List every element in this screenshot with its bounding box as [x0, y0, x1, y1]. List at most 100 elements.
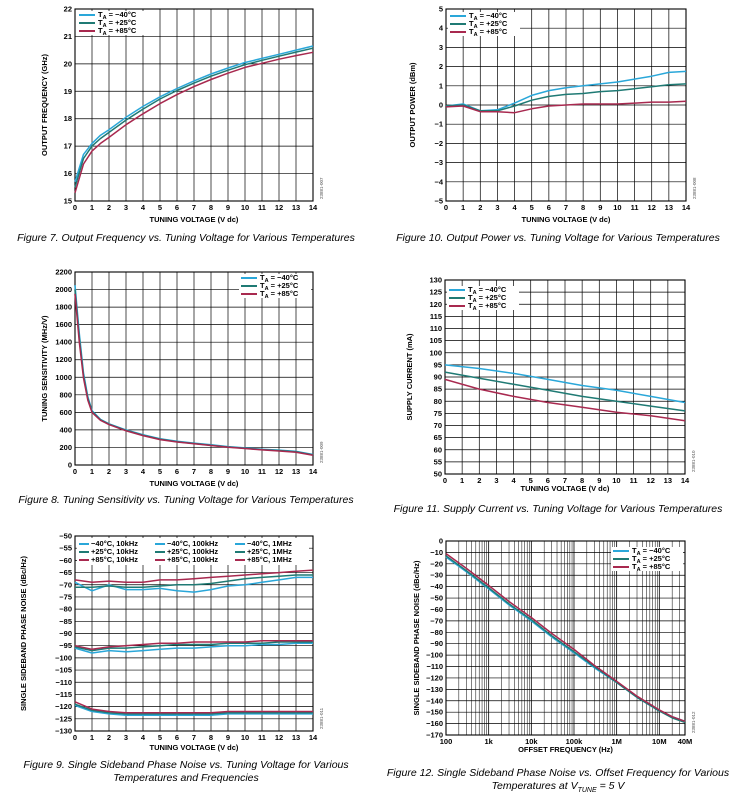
legend-label: TA = +25°C — [469, 19, 508, 30]
y-tick-label: −130 — [55, 727, 72, 736]
grid — [74, 271, 314, 466]
x-tick-label: 7 — [192, 467, 196, 476]
figure-id: 23881-011 — [319, 707, 324, 729]
x-tick-label: 14 — [309, 733, 318, 742]
y-tick-label: 2000 — [55, 285, 72, 294]
legend-label: +85°C, 1MHz — [247, 555, 292, 564]
x-tick-label: 6 — [175, 467, 179, 476]
legend-fig8: TA = −40°CTA = +25°CTA = +85°C — [239, 273, 311, 300]
y-tick-label: −65 — [59, 568, 72, 577]
x-tick-label: 4 — [511, 476, 516, 485]
legend-bg — [447, 302, 519, 310]
x-tick-label: 9 — [226, 467, 230, 476]
y-tick-label: −110 — [56, 678, 72, 687]
x-tick-label: 3 — [124, 467, 128, 476]
y-tick-label: −120 — [426, 673, 443, 682]
legend-label: −40°C, 10kHz — [91, 539, 138, 548]
x-tick-label: 11 — [630, 476, 638, 485]
x-tick-label: 8 — [209, 467, 213, 476]
y-tick-label: 110 — [430, 324, 442, 333]
y-tick-label: 0 — [439, 101, 443, 110]
x-tick-label: 13 — [292, 733, 300, 742]
y-tick-label: 85 — [434, 385, 442, 394]
y-tick-label: 1200 — [55, 355, 72, 364]
y-tick-label: −90 — [430, 639, 443, 648]
x-tick-label: 1k — [484, 737, 493, 746]
x-tick-label: 10 — [241, 203, 249, 212]
y-tick-label: 75 — [434, 409, 442, 418]
y-tick-label: 22 — [64, 5, 72, 14]
y-tick-label: −125 — [55, 714, 72, 723]
x-tick-label: 5 — [158, 203, 162, 212]
caption-fig9: Figure 9. Single Sideband Phase Noise vs… — [10, 759, 362, 785]
x-tick-label: 0 — [444, 203, 448, 212]
x-tick-label: 8 — [580, 476, 584, 485]
x-tick-label: 1 — [90, 733, 94, 742]
x-tick-label: 14 — [309, 203, 318, 212]
y-tick-label: −60 — [430, 605, 443, 614]
x-tick-label: 5 — [158, 733, 162, 742]
series-group — [74, 45, 314, 194]
legend-bg — [611, 555, 683, 563]
x-tick-label: 4 — [141, 467, 146, 476]
y-tick-label: 1800 — [55, 303, 72, 312]
x-tick-label: 14 — [681, 476, 690, 485]
legend-bg — [611, 563, 683, 571]
y-axis-label: SINGLE SIDEBAND PHASE NOISE (dBc/Hz) — [412, 560, 421, 716]
grid — [445, 540, 686, 736]
y-tick-label: 1400 — [55, 338, 72, 347]
series-line-1 — [444, 371, 686, 412]
x-tick-label: 1 — [461, 203, 465, 212]
y-axis-label: OUTPUT POWER (dBm) — [408, 62, 417, 147]
y-tick-label: −50 — [430, 594, 443, 603]
legend-bg — [448, 28, 520, 36]
y-tick-label: −130 — [426, 685, 443, 694]
x-tick-label: 12 — [275, 467, 283, 476]
y-tick-label: 105 — [429, 336, 442, 345]
y-tick-label: 2200 — [55, 268, 72, 277]
series-line-3 — [74, 642, 313, 654]
y-tick-label: −100 — [426, 651, 443, 660]
x-tick-label: 0 — [73, 467, 77, 476]
figure-id: 23881-010 — [691, 450, 696, 472]
y-tick-label: −70 — [430, 616, 443, 625]
caption-fig12-sub: TUNE — [577, 787, 597, 795]
caption-fig11: Figure 11. Supply Current vs. Tuning Vol… — [393, 503, 723, 515]
y-tick-label: 0 — [439, 537, 443, 546]
x-tick-label: 11 — [258, 467, 266, 476]
series-line-0 — [444, 364, 686, 404]
x-axis-label: TUNING VOLTAGE (V dc) — [150, 479, 239, 488]
x-axis-label: TUNING VOLTAGE (V dc) — [521, 484, 610, 493]
chart-fig7: 0 1 2 3 4 5 6 7 8 9 10 11 12 13 14 15 16 17 18 19 20 21 22 TUNI… — [0, 0, 372, 250]
x-tick-label: 10k — [525, 737, 538, 746]
x-tick-label: 4 — [141, 733, 146, 742]
x-tick-label: 1 — [90, 467, 94, 476]
legend-label: +85°C, 100kHz — [167, 555, 218, 564]
x-axis-label: TUNING VOLTAGE (V dc) — [150, 743, 239, 752]
caption-fig10: Figure 10. Output Power vs. Tuning Volta… — [396, 232, 720, 244]
x-tick-label: 6 — [175, 733, 179, 742]
y-tick-label: −80 — [430, 628, 443, 637]
x-tick-label: 3 — [124, 203, 128, 212]
y-tick-label: 0 — [68, 461, 72, 470]
y-tick-label: 18 — [64, 114, 72, 123]
x-tick-label: 2 — [107, 733, 111, 742]
chart-fig12-svg: 100 1k 10k 100k 1M 10M 40M −170 −160 −150 −140 −130… — [412, 537, 696, 755]
x-tick-label: 8 — [209, 203, 213, 212]
y-tick-label: 130 — [429, 276, 442, 285]
chart-fig9-svg: 0 1 2 3 4 5 6 7 8 9 10 11 12 13 14−130−125−120−115−110… — [19, 532, 324, 753]
series-line-1 — [75, 574, 313, 588]
x-tick-label: 0 — [73, 203, 77, 212]
caption-fig9-line2: Temperatures and Frequencies — [113, 772, 259, 784]
y-tick-label: 50 — [434, 470, 442, 479]
legend-label: TA = −40°C — [98, 10, 137, 21]
y-tick-label: −2 — [434, 139, 443, 148]
x-tick-label: 1M — [611, 737, 621, 746]
x-axis-label: TUNING VOLTAGE (V dc) — [150, 215, 239, 224]
caption-fig12-line1: Figure 12. Single Sideband Phase Noise v… — [386, 767, 730, 779]
x-tick-label: 40M — [678, 737, 693, 746]
x-tick-label: 2 — [478, 203, 482, 212]
x-tick-label: 6 — [547, 203, 551, 212]
x-tick-label: 2 — [107, 203, 111, 212]
chart-fig7-svg: 0 1 2 3 4 5 6 7 8 9 10 11 12 13 141516171819202122TUNI… — [40, 5, 324, 225]
